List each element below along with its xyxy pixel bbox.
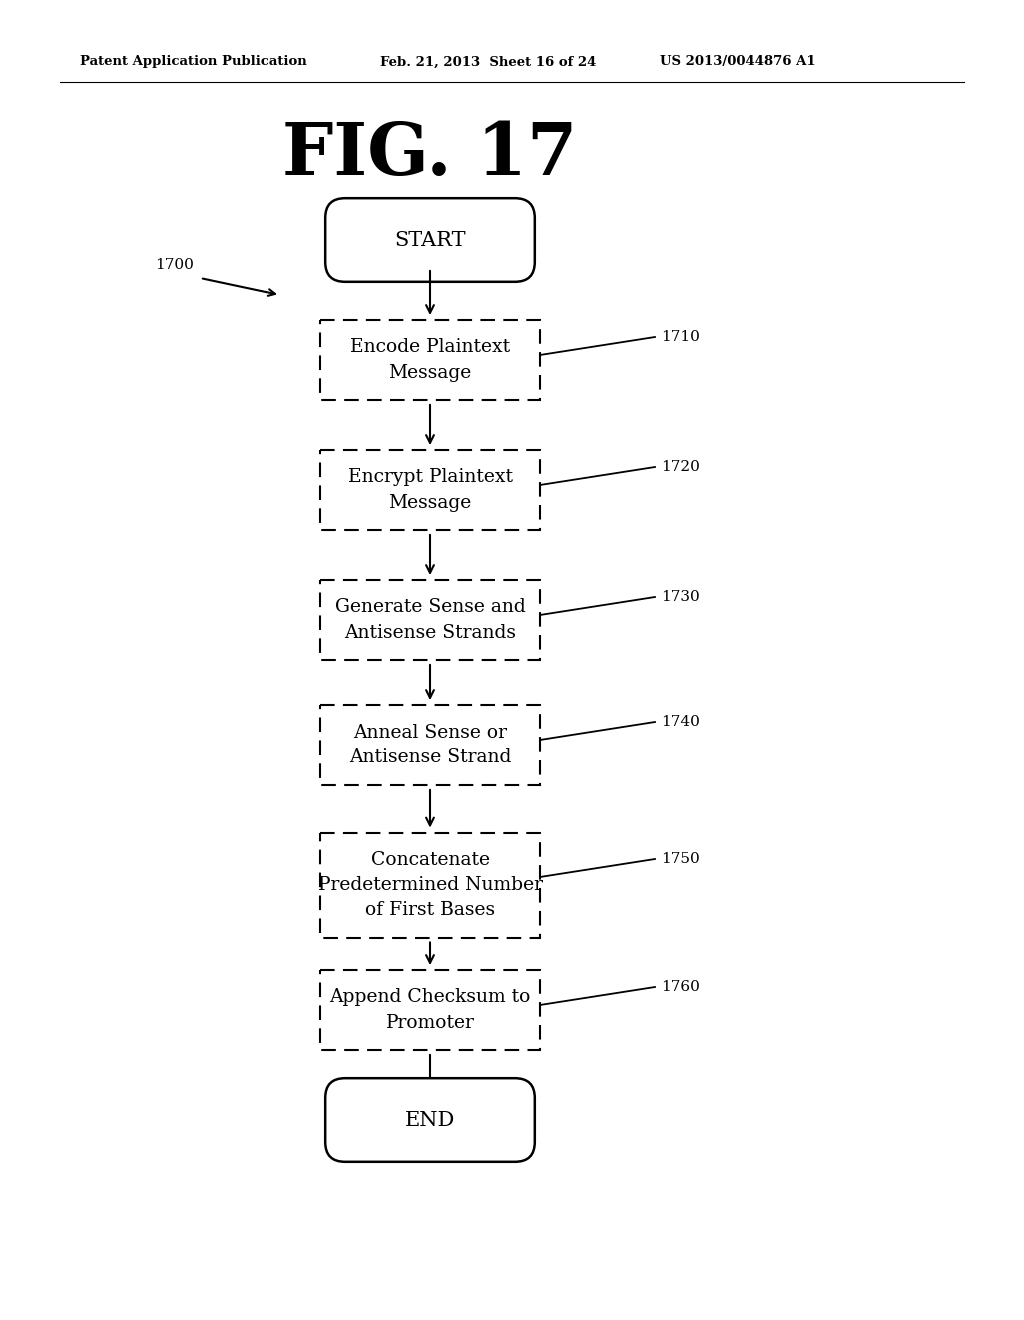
Text: Concatenate
Predetermined Number
of First Bases: Concatenate Predetermined Number of Firs… xyxy=(317,851,543,919)
Text: 1740: 1740 xyxy=(662,715,699,729)
FancyBboxPatch shape xyxy=(319,319,540,400)
Text: 1750: 1750 xyxy=(662,851,699,866)
Text: 1710: 1710 xyxy=(662,330,699,345)
Text: 1700: 1700 xyxy=(156,257,195,272)
Text: Encrypt Plaintext
Message: Encrypt Plaintext Message xyxy=(347,469,512,511)
FancyBboxPatch shape xyxy=(326,198,535,281)
Text: Patent Application Publication: Patent Application Publication xyxy=(80,55,307,69)
Text: Append Checksum to
Promoter: Append Checksum to Promoter xyxy=(330,989,530,1031)
Text: Generate Sense and
Antisense Strands: Generate Sense and Antisense Strands xyxy=(335,598,525,642)
Text: 1730: 1730 xyxy=(662,590,699,605)
Text: Anneal Sense or
Antisense Strand: Anneal Sense or Antisense Strand xyxy=(349,723,511,767)
FancyBboxPatch shape xyxy=(319,579,540,660)
Text: 1720: 1720 xyxy=(662,459,699,474)
Text: START: START xyxy=(394,231,466,249)
FancyBboxPatch shape xyxy=(319,970,540,1049)
FancyBboxPatch shape xyxy=(326,1078,535,1162)
Text: Encode Plaintext
Message: Encode Plaintext Message xyxy=(350,338,510,381)
FancyBboxPatch shape xyxy=(319,705,540,785)
FancyBboxPatch shape xyxy=(319,450,540,531)
FancyBboxPatch shape xyxy=(319,833,540,937)
Text: FIG. 17: FIG. 17 xyxy=(283,120,578,190)
Text: Feb. 21, 2013  Sheet 16 of 24: Feb. 21, 2013 Sheet 16 of 24 xyxy=(380,55,596,69)
Text: US 2013/0044876 A1: US 2013/0044876 A1 xyxy=(660,55,816,69)
Text: 1760: 1760 xyxy=(662,979,699,994)
Text: END: END xyxy=(404,1110,456,1130)
